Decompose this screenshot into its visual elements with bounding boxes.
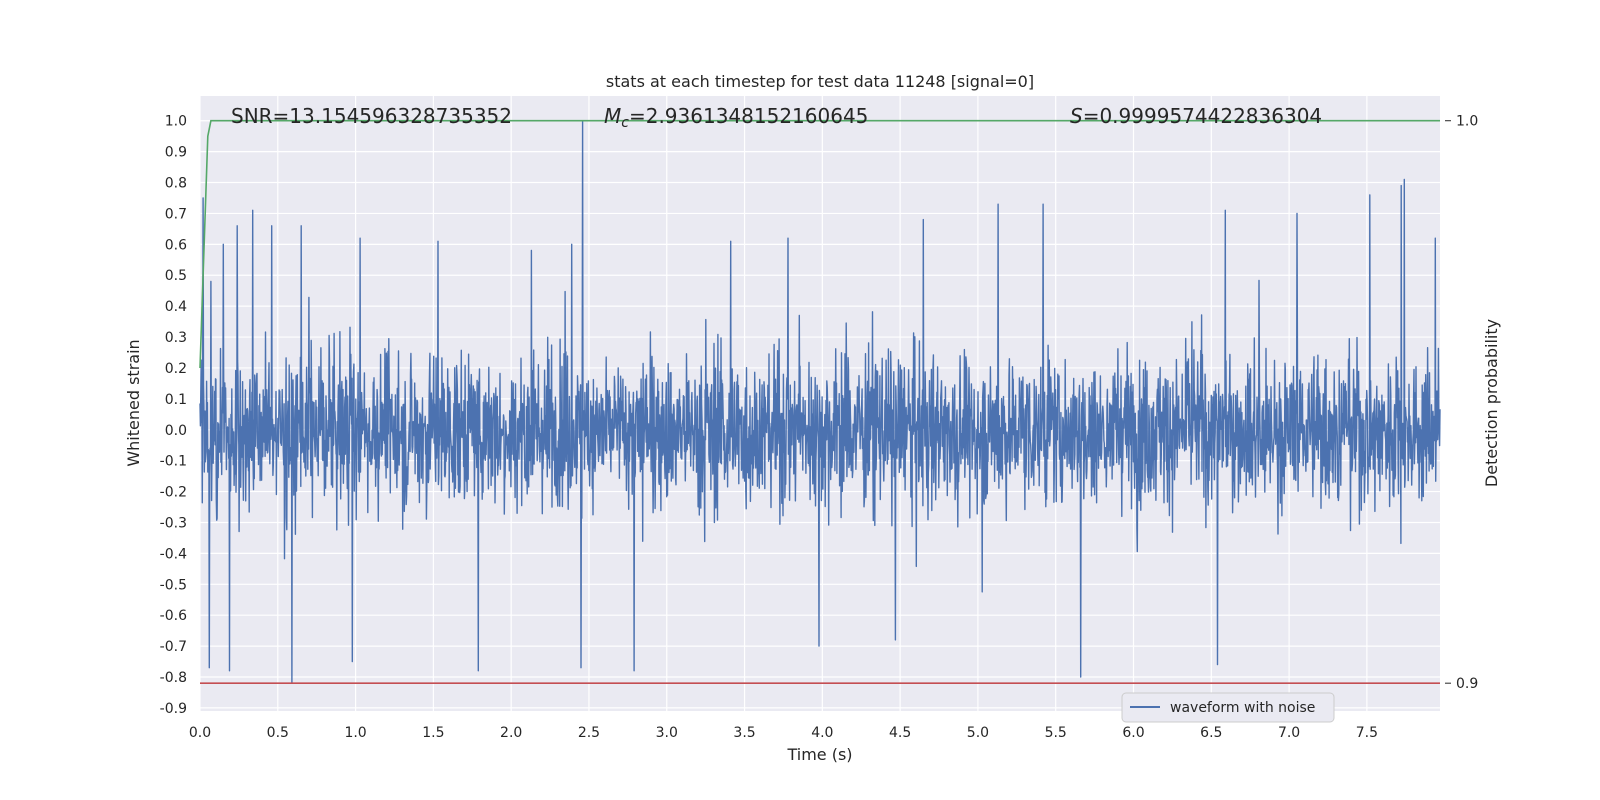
right-tick-label: 0.9 — [1456, 676, 1478, 692]
x-axis-label: Time (s) — [786, 745, 852, 764]
y-tick-label: -0.6 — [160, 608, 187, 624]
detection-probability-line — [199, 119, 1440, 369]
x-tick-label: 3.0 — [656, 725, 678, 741]
x-tick-label: 5.0 — [967, 725, 989, 741]
chirp-mass-subscript: c — [621, 115, 629, 131]
y-axis-ticks: -0.9 -0.8 -0.7 -0.6 -0.5 -0.4 -0.3 -0.2 -0.1 0.0 0… — [160, 114, 187, 717]
y-tick-label: -0.9 — [160, 701, 187, 717]
y-tick-label: -0.5 — [160, 577, 187, 593]
x-tick-label: 1.0 — [344, 725, 366, 741]
y-axis-label: Whitened strain — [124, 339, 143, 466]
legend-box — [1121, 692, 1335, 723]
detection-stat-value: =0.9999574422836304 — [1083, 104, 1322, 128]
y-tick-label: 0.0 — [165, 423, 187, 439]
x-tick-label: 1.5 — [422, 725, 444, 741]
y-tick-label: -0.3 — [160, 515, 187, 531]
y-tick-label: 0.9 — [165, 145, 187, 161]
legend: waveform with noise — [1121, 692, 1335, 723]
x-tick-label: 0.0 — [189, 725, 211, 741]
x-tick-label: 7.5 — [1356, 725, 1378, 741]
y-tick-label: -0.2 — [160, 485, 187, 501]
x-tick-label: 2.5 — [578, 725, 600, 741]
x-tick-label: 4.5 — [889, 725, 911, 741]
y-tick-label: -0.7 — [160, 639, 187, 655]
snr-annotation: SNR=13.154596328735352 — [231, 104, 512, 128]
x-tick-label: 4.0 — [811, 725, 833, 741]
x-tick-label: 6.0 — [1122, 725, 1144, 741]
waveform-with-noise-series — [199, 120, 1441, 684]
right-axis-label: Detection probability — [1482, 319, 1501, 487]
x-tick-label: 2.0 — [500, 725, 522, 741]
chirp-mass-value: =2.9361348152160645 — [629, 104, 868, 128]
x-tick-label: 0.5 — [267, 725, 289, 741]
y-tick-label: 0.4 — [165, 299, 187, 315]
detection-stat-annotation: S=0.9999574422836304 — [1070, 104, 1322, 128]
y-tick-label: 0.8 — [165, 176, 187, 192]
right-axis-ticks: 0.9 1.0 — [1445, 114, 1478, 692]
detection-stat-symbol: S — [1070, 104, 1083, 128]
y-tick-label: 0.6 — [165, 237, 187, 253]
y-tick-label: -0.4 — [160, 546, 187, 562]
y-tick-label: 0.5 — [165, 268, 187, 284]
x-tick-label: 6.5 — [1200, 725, 1222, 741]
x-tick-label: 5.5 — [1045, 725, 1067, 741]
series-layer — [199, 119, 1441, 684]
chart-title: stats at each timestep for test data 112… — [606, 72, 1034, 91]
chirp-mass-symbol: M — [604, 104, 621, 128]
x-tick-label: 3.5 — [733, 725, 755, 741]
x-axis-ticks: 0.0 0.5 1.0 1.5 2.0 2.5 3.0 3.5 4.0 4.5 5.0 5.5 6.0 6… — [189, 725, 1378, 741]
y-tick-label: 1.0 — [165, 114, 187, 130]
y-tick-label: 0.3 — [165, 330, 187, 346]
y-tick-label: -0.1 — [160, 454, 187, 470]
y-tick-label: 0.7 — [165, 206, 187, 222]
chirp-mass-annotation: Mc=2.9361348152160645 — [604, 104, 868, 131]
y-tick-label: 0.2 — [165, 361, 187, 377]
y-tick-label: 0.1 — [165, 392, 187, 408]
x-tick-label: 7.0 — [1278, 725, 1300, 741]
right-tick-label: 1.0 — [1456, 114, 1478, 130]
legend-label-waveform: waveform with noise — [1170, 700, 1315, 716]
y-tick-label: -0.8 — [160, 670, 187, 686]
